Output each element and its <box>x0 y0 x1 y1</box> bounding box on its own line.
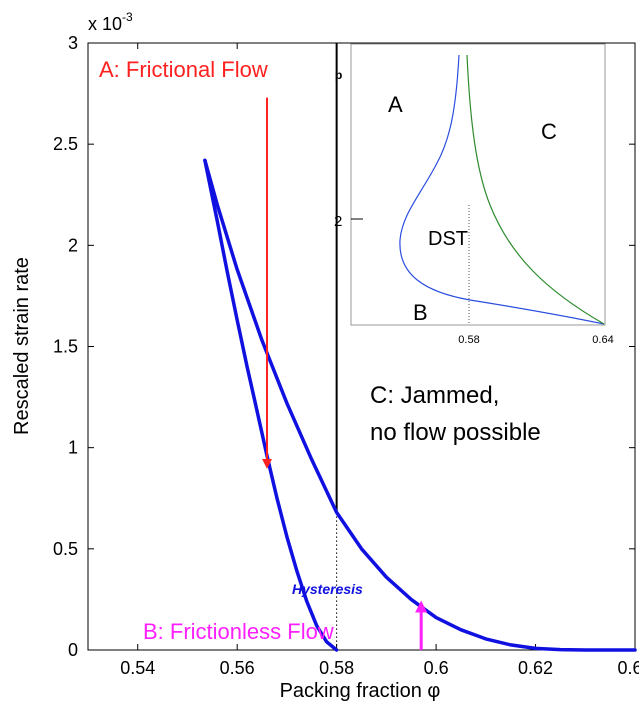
inset-green-curve <box>466 54 605 325</box>
series-line-0 <box>203 158 339 652</box>
inset-region-c: C <box>541 119 557 144</box>
inset-region-dst: DST <box>428 228 468 250</box>
y-tick-label-5: 2.5 <box>53 134 78 154</box>
inset-region-b: B <box>413 300 428 325</box>
series-line-1 <box>203 158 637 652</box>
annotation-jammed-line2: no flow possible <box>370 419 541 446</box>
inset-y-tick-label: 2 <box>334 213 342 230</box>
inset: p 2 0.58 0.64 A B C DST <box>334 43 614 346</box>
x-axis-label: Packing fraction φ <box>280 680 441 702</box>
x-tick-label-2: 0.58 <box>319 658 354 678</box>
y-tick-label-3: 1.5 <box>53 337 78 357</box>
x-tick-label-4: 0.62 <box>518 658 553 678</box>
y-tick-label-6: 3 <box>68 33 78 53</box>
series-group <box>203 158 637 652</box>
y-tick-label-0: 0 <box>68 640 78 660</box>
y-multiplier: x 10-3 <box>88 10 133 34</box>
x-tick-label-1: 0.56 <box>220 658 255 678</box>
y-tick-label-1: 0.5 <box>53 539 78 559</box>
y-tick-label-2: 1 <box>68 438 78 458</box>
y-tick-label-4: 2 <box>68 235 78 255</box>
inset-frame <box>350 43 606 326</box>
y-axis-label: Rescaled strain rate <box>11 257 33 435</box>
annotation-frictionless-flow: B: Frictionless Flow <box>143 619 334 644</box>
x-tick-label-3: 0.6 <box>424 658 449 678</box>
y-ticks: 0 0.5 1 1.5 2 2.5 3 <box>53 33 635 660</box>
x-tick-label-0: 0.54 <box>120 658 155 678</box>
inset-y-label: p <box>335 68 342 82</box>
x-ticks: 0.54 0.56 0.58 0.6 0.62 0.64 <box>120 43 639 678</box>
x-tick-label-5: 0.64 <box>617 658 639 678</box>
inset-region-a: A <box>388 92 403 117</box>
inset-x-tick-label-1: 0.58 <box>458 334 479 346</box>
inset-blue-curve <box>399 54 605 325</box>
inset-x-tick-label-2: 0.64 <box>592 334 613 346</box>
annotation-hysteresis: Hysteresis <box>292 581 363 597</box>
annotation-frictional-flow: A: Frictional Flow <box>99 57 268 82</box>
annotation-jammed-line1: C: Jammed, <box>370 382 499 409</box>
